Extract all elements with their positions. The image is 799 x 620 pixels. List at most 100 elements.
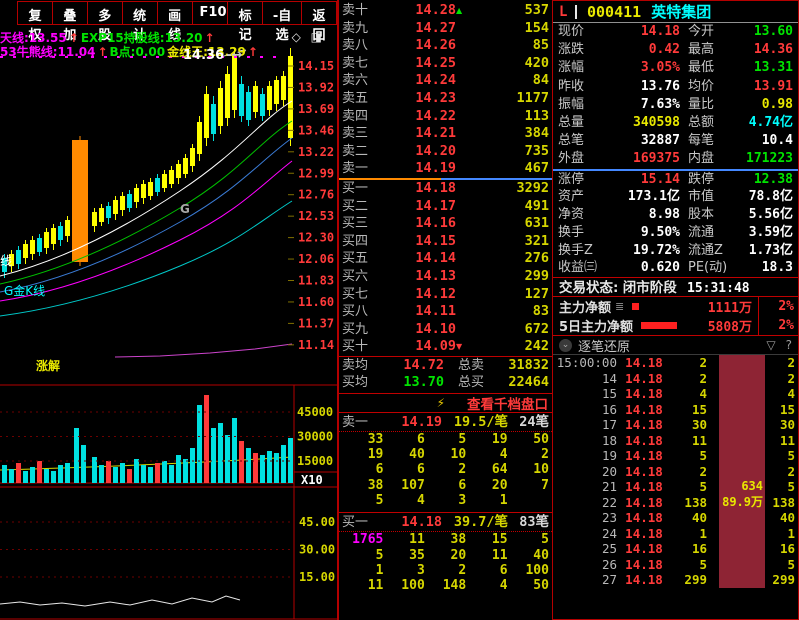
quote-label: 均价 bbox=[688, 78, 715, 94]
quote-label: 换手Z bbox=[558, 242, 593, 258]
tick-list[interactable]: 15:00:00 14.18 2 2 14 14.18 2 2 15 14.18 4 4 16 14.18… bbox=[553, 355, 798, 588]
tick-volume-repeat: 299 bbox=[772, 572, 795, 588]
volume-bar bbox=[246, 448, 251, 483]
queue-marker-empty bbox=[456, 321, 468, 339]
queue-marker-empty bbox=[456, 198, 468, 216]
order-grid-cell: 6 bbox=[375, 462, 384, 478]
help-icon[interactable]: ? bbox=[785, 338, 792, 353]
buy-row[interactable]: 买五 14.14 276 bbox=[339, 250, 552, 268]
order-grid-cell: 15 bbox=[491, 532, 508, 548]
sell-row[interactable]: 卖八 14.26 85 bbox=[339, 37, 552, 55]
quote-rows-top: 现价 14.18 今开 13.60 涨跌 0.42 最高 14.36 涨幅 3.05% 最低 13.3… bbox=[553, 23, 798, 169]
menu-item--自选[interactable]: -自选 bbox=[262, 1, 303, 43]
diamond-icon[interactable]: ◇ bbox=[291, 30, 301, 44]
quote-value: 0.98 bbox=[761, 96, 793, 112]
buy1-order-count: 83笔 bbox=[519, 514, 549, 531]
flow-bar bbox=[641, 322, 678, 330]
tick-time: 15:00:00 bbox=[556, 355, 617, 371]
sell-row[interactable]: 卖二 14.20 735 bbox=[339, 143, 552, 161]
indicator-curve bbox=[0, 595, 241, 607]
tick-volume: 2 bbox=[699, 355, 707, 371]
sell-row[interactable]: 卖十 14.28 ▲ 537 bbox=[339, 2, 552, 20]
menu-item-标记[interactable]: 标记 bbox=[227, 1, 264, 43]
queue-divider bbox=[339, 177, 552, 180]
candle-body bbox=[204, 94, 209, 138]
buy-row[interactable]: 买十 14.09 ▼ 242 bbox=[339, 338, 552, 356]
tick-price: 14.18 bbox=[625, 494, 663, 510]
list-icon[interactable]: ≣ bbox=[615, 300, 625, 314]
volume-bar bbox=[106, 461, 111, 483]
buy1-price: 14.18 bbox=[401, 514, 442, 531]
stock-header: L 000411 英特集团 bbox=[553, 1, 798, 23]
menu-item-统计[interactable]: 统计 bbox=[121, 1, 158, 43]
divider-line bbox=[339, 355, 552, 357]
sell1-label: 卖一 bbox=[342, 414, 369, 430]
menu-item-叠加[interactable]: 叠加 bbox=[51, 1, 88, 43]
buy-avg-label: 买均 bbox=[342, 375, 369, 391]
sell-row[interactable]: 卖一 14.19 467 bbox=[339, 160, 552, 178]
volume-bar bbox=[162, 461, 167, 483]
sell-row[interactable]: 卖九 14.27 154 bbox=[339, 20, 552, 38]
sell-row[interactable]: 卖三 14.21 384 bbox=[339, 125, 552, 143]
volume-bar bbox=[288, 438, 293, 483]
candle-body bbox=[253, 86, 258, 112]
buy-row[interactable]: 买四 14.15 321 bbox=[339, 233, 552, 251]
buy-row[interactable]: 买一 14.18 3292 bbox=[339, 180, 552, 198]
buy-row[interactable]: 买二 14.17 491 bbox=[339, 198, 552, 216]
menu-item-多股[interactable]: 多股 bbox=[86, 1, 123, 43]
filter-icon[interactable]: ▽ bbox=[766, 338, 776, 353]
buy-row[interactable]: 买八 14.11 83 bbox=[339, 303, 552, 321]
quote-row: 换手Z 19.72% 流通Z 1.73亿 bbox=[553, 242, 798, 260]
tick-volume: 138 bbox=[684, 494, 707, 510]
panel-toggle-icon[interactable]: ◨ bbox=[310, 30, 322, 44]
candle-body bbox=[44, 232, 49, 248]
buy-price: 14.09 bbox=[415, 338, 456, 355]
buy1-detail-header: 买一 14.18 39.7/笔 83笔 bbox=[339, 513, 552, 533]
stock-info-panel: L 000411 英特集团 现价 14.18 今开 13.60 涨跌 0.42 最高 14.3… bbox=[553, 0, 799, 620]
indicator-curve bbox=[0, 160, 293, 302]
order-grid-cell: 20 bbox=[491, 477, 508, 493]
sell-price: 14.24 bbox=[415, 72, 456, 89]
stock-name[interactable]: 英特集团 bbox=[651, 3, 712, 21]
sell-row[interactable]: 卖七 14.25 420 bbox=[339, 55, 552, 73]
buy-row[interactable]: 买七 14.12 127 bbox=[339, 286, 552, 304]
menu-item-F10[interactable]: F10 bbox=[191, 1, 229, 25]
view-full-depth-link[interactable]: ⚡ 查看千档盘口 bbox=[339, 392, 552, 413]
buy-row[interactable]: 买三 14.16 631 bbox=[339, 215, 552, 233]
quote-value: 13.76 bbox=[640, 78, 680, 94]
buy-label: 买六 bbox=[342, 268, 369, 284]
menu-item-返回[interactable]: 返回 bbox=[301, 1, 338, 43]
order-grid-cell: 1 bbox=[499, 493, 508, 509]
sell-row[interactable]: 卖四 14.22 113 bbox=[339, 108, 552, 126]
sell-row[interactable]: 卖五 14.23 1177 bbox=[339, 90, 552, 108]
order-grid-cell: 11 bbox=[367, 578, 384, 594]
buy-volume: 276 bbox=[524, 250, 549, 267]
order-grid-cell: 5 bbox=[375, 493, 384, 509]
collapse-icon[interactable]: ⌄ bbox=[559, 338, 572, 352]
stock-code[interactable]: 000411 bbox=[587, 2, 642, 21]
candle-body bbox=[274, 80, 279, 104]
tick-price: 14.18 bbox=[625, 370, 663, 386]
sell-label: 卖二 bbox=[342, 143, 369, 159]
main-flow-label: 主力净额 bbox=[559, 301, 612, 317]
candle-body bbox=[23, 244, 28, 258]
buy-row[interactable]: 买九 14.10 672 bbox=[339, 321, 552, 339]
buy-volume: 242 bbox=[524, 338, 549, 355]
order-grid-cell: 11 bbox=[491, 547, 508, 563]
kline-chart[interactable]: 14.15 13.92 13.69 13.46 13.22 12.99 12.76 12.53… bbox=[0, 26, 338, 620]
buy-row[interactable]: 买六 14.13 299 bbox=[339, 268, 552, 286]
sell-row[interactable]: 卖六 14.24 84 bbox=[339, 72, 552, 90]
indicator-text: 金线王:13.29 bbox=[167, 45, 246, 59]
quote-value: 169375 bbox=[633, 151, 680, 167]
queue-marker-empty bbox=[456, 268, 468, 286]
menu-item-复权[interactable]: 复权 bbox=[17, 1, 53, 43]
order-grid-cell: 19 bbox=[491, 431, 508, 447]
queue-marker-empty bbox=[456, 160, 468, 178]
volume-bar bbox=[274, 453, 279, 483]
volume-axis-label: 30000 bbox=[297, 430, 333, 444]
candle-body bbox=[9, 254, 14, 266]
indicator-text: 天线:13.55 bbox=[0, 31, 67, 45]
tick-row: 17 14.18 30 30 bbox=[553, 417, 798, 433]
menu-item-画线[interactable]: 画线 bbox=[156, 1, 193, 43]
sell-price: 14.21 bbox=[415, 125, 456, 142]
